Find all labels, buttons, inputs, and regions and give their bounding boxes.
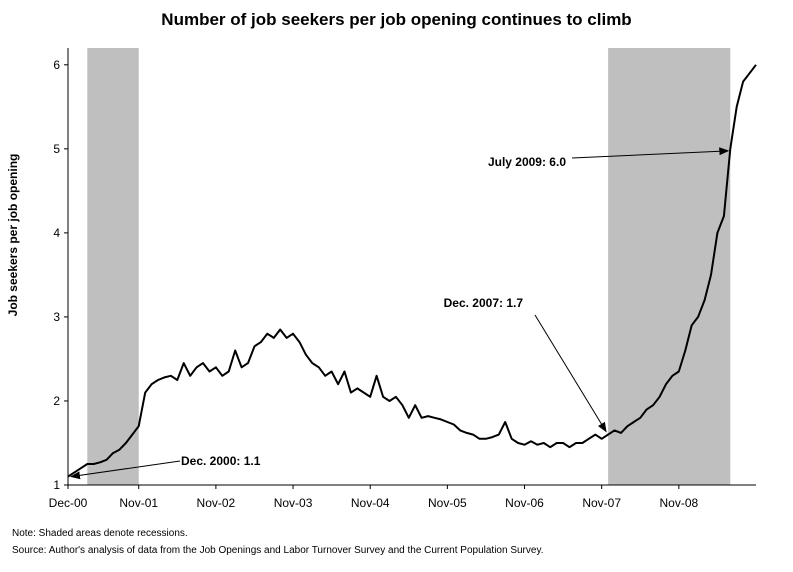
y-tick-label-3: 3 (53, 310, 60, 324)
x-tick-label-Nov-02: Nov-02 (197, 496, 236, 510)
annotation-arrow-1 (70, 460, 181, 480)
x-tick-label-Nov-03: Nov-03 (274, 496, 313, 510)
y-tick-label-1: 1 (53, 478, 60, 492)
x-tick-label-Nov-06: Nov-06 (505, 496, 544, 510)
y-tick-label-5: 5 (53, 142, 60, 156)
recession-shade-1 (87, 48, 139, 485)
x-tick-label-Dec-00: Dec-00 (49, 496, 88, 510)
source-note: Source: Author's analysis of data from t… (12, 545, 544, 556)
x-tick-label-Nov-08: Nov-08 (659, 496, 698, 510)
annotation-label-1: Dec. 2000: 1.1 (181, 454, 261, 468)
x-tick-label-Nov-04: Nov-04 (351, 496, 390, 510)
annotation-arrow-3 (571, 147, 730, 159)
y-tick-label-6: 6 (53, 58, 60, 72)
x-tick-label-Nov-07: Nov-07 (582, 496, 621, 510)
annotation-arrow-2 (534, 314, 607, 433)
recession-shade-2 (608, 48, 731, 485)
x-tick-label-Nov-05: Nov-05 (428, 496, 467, 510)
y-tick-label-2: 2 (53, 394, 60, 408)
annotation-label-2: Dec. 2007: 1.7 (444, 296, 524, 310)
chart-title: Number of job seekers per job opening co… (161, 10, 632, 29)
job-seekers-series-line (67, 64, 757, 478)
y-tick-label-4: 4 (53, 226, 60, 240)
recession-note: Note: Shaded areas denote recessions. (12, 528, 188, 539)
x-tick-label-Nov-01: Nov-01 (119, 496, 158, 510)
annotation-label-3: July 2009: 6.0 (488, 155, 566, 169)
